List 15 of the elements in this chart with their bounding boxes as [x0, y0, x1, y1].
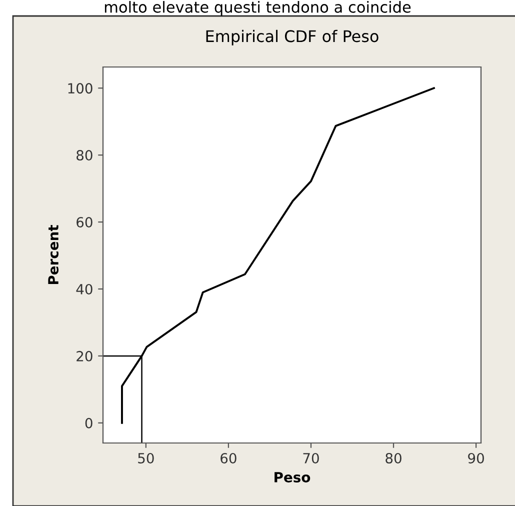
- y-tick-label: 20: [76, 350, 92, 362]
- y-tick-label: 100: [68, 83, 92, 94]
- x-tick-label: 90: [468, 452, 484, 464]
- x-tick-label: 50: [138, 452, 154, 464]
- text: molto elevate questi tendono a coincide: [104, 1, 411, 16]
- y-tick-label: 0: [85, 418, 92, 428]
- y-tick-label: 80: [76, 150, 92, 161]
- x-tick-label: 70: [303, 452, 319, 464]
- y-tick-label: 60: [76, 216, 92, 228]
- y-axis-title: Percent: [48, 225, 59, 284]
- x-tick-label: 80: [386, 452, 402, 464]
- x-tick-label: 60: [220, 452, 236, 464]
- chart-title: Empirical CDF of Peso: [206, 30, 378, 46]
- y-tick-label: 40: [76, 284, 92, 294]
- x-axis-title: Peso: [274, 472, 310, 482]
